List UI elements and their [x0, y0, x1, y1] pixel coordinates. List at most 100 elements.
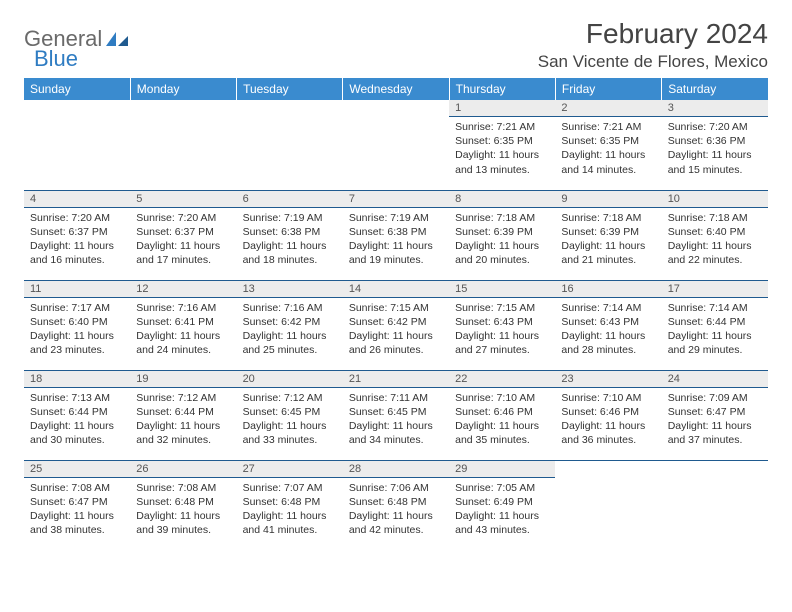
calendar-week: 4Sunrise: 7:20 AMSunset: 6:37 PMDaylight… — [24, 190, 768, 280]
day-info: Sunrise: 7:12 AMSunset: 6:45 PMDaylight:… — [237, 388, 343, 451]
calendar-cell: 29Sunrise: 7:05 AMSunset: 6:49 PMDayligh… — [449, 460, 555, 550]
daylight-line-1: Daylight: 11 hours — [561, 148, 655, 162]
day-header: Tuesday — [237, 78, 343, 100]
sunrise-line: Sunrise: 7:15 AM — [455, 301, 549, 315]
day-info: Sunrise: 7:06 AMSunset: 6:48 PMDaylight:… — [343, 478, 449, 541]
day-info: Sunrise: 7:16 AMSunset: 6:41 PMDaylight:… — [130, 298, 236, 361]
sunrise-line: Sunrise: 7:11 AM — [349, 391, 443, 405]
title-block: February 2024 San Vicente de Flores, Mex… — [538, 18, 768, 72]
daylight-line-2: and 16 minutes. — [30, 253, 124, 267]
day-info: Sunrise: 7:20 AMSunset: 6:37 PMDaylight:… — [24, 208, 130, 271]
calendar-week: ........1Sunrise: 7:21 AMSunset: 6:35 PM… — [24, 100, 768, 190]
sunset-line: Sunset: 6:45 PM — [349, 405, 443, 419]
day-number: 9 — [555, 191, 661, 208]
day-info: Sunrise: 7:05 AMSunset: 6:49 PMDaylight:… — [449, 478, 555, 541]
sunset-line: Sunset: 6:43 PM — [455, 315, 549, 329]
daylight-line-1: Daylight: 11 hours — [455, 419, 549, 433]
sunset-line: Sunset: 6:47 PM — [30, 495, 124, 509]
daylight-line-1: Daylight: 11 hours — [243, 329, 337, 343]
daylight-line-1: Daylight: 11 hours — [136, 239, 230, 253]
sunset-line: Sunset: 6:44 PM — [668, 315, 762, 329]
daylight-line-2: and 23 minutes. — [30, 343, 124, 357]
daylight-line-2: and 41 minutes. — [243, 523, 337, 537]
daylight-line-2: and 33 minutes. — [243, 433, 337, 447]
calendar-cell: 18Sunrise: 7:13 AMSunset: 6:44 PMDayligh… — [24, 370, 130, 460]
sunrise-line: Sunrise: 7:14 AM — [561, 301, 655, 315]
calendar-cell: 26Sunrise: 7:08 AMSunset: 6:48 PMDayligh… — [130, 460, 236, 550]
daylight-line-1: Daylight: 11 hours — [455, 509, 549, 523]
day-info: Sunrise: 7:12 AMSunset: 6:44 PMDaylight:… — [130, 388, 236, 451]
day-info: Sunrise: 7:19 AMSunset: 6:38 PMDaylight:… — [237, 208, 343, 271]
daylight-line-2: and 17 minutes. — [136, 253, 230, 267]
daylight-line-2: and 37 minutes. — [668, 433, 762, 447]
sunrise-line: Sunrise: 7:12 AM — [136, 391, 230, 405]
sunrise-line: Sunrise: 7:08 AM — [30, 481, 124, 495]
day-info: Sunrise: 7:15 AMSunset: 6:43 PMDaylight:… — [449, 298, 555, 361]
calendar-cell: 20Sunrise: 7:12 AMSunset: 6:45 PMDayligh… — [237, 370, 343, 460]
calendar-cell: 2Sunrise: 7:21 AMSunset: 6:35 PMDaylight… — [555, 100, 661, 190]
sunset-line: Sunset: 6:45 PM — [243, 405, 337, 419]
sunrise-line: Sunrise: 7:19 AM — [243, 211, 337, 225]
sunrise-line: Sunrise: 7:20 AM — [136, 211, 230, 225]
daylight-line-1: Daylight: 11 hours — [349, 509, 443, 523]
daylight-line-1: Daylight: 11 hours — [668, 239, 762, 253]
sunset-line: Sunset: 6:41 PM — [136, 315, 230, 329]
calendar-cell: .. — [237, 100, 343, 190]
daylight-line-1: Daylight: 11 hours — [561, 239, 655, 253]
logo-sails-icon — [104, 30, 130, 48]
sunset-line: Sunset: 6:37 PM — [136, 225, 230, 239]
sunrise-line: Sunrise: 7:13 AM — [30, 391, 124, 405]
calendar-cell: 19Sunrise: 7:12 AMSunset: 6:44 PMDayligh… — [130, 370, 236, 460]
daylight-line-1: Daylight: 11 hours — [349, 329, 443, 343]
daylight-line-1: Daylight: 11 hours — [136, 419, 230, 433]
daylight-line-2: and 24 minutes. — [136, 343, 230, 357]
daylight-line-2: and 32 minutes. — [136, 433, 230, 447]
daylight-line-2: and 19 minutes. — [349, 253, 443, 267]
day-info: Sunrise: 7:20 AMSunset: 6:37 PMDaylight:… — [130, 208, 236, 271]
logo-text-2: Blue — [34, 46, 78, 72]
calendar-cell: 4Sunrise: 7:20 AMSunset: 6:37 PMDaylight… — [24, 190, 130, 280]
sunset-line: Sunset: 6:48 PM — [243, 495, 337, 509]
sunrise-line: Sunrise: 7:07 AM — [243, 481, 337, 495]
daylight-line-2: and 35 minutes. — [455, 433, 549, 447]
daylight-line-2: and 22 minutes. — [668, 253, 762, 267]
day-info: Sunrise: 7:08 AMSunset: 6:47 PMDaylight:… — [24, 478, 130, 541]
daylight-line-1: Daylight: 11 hours — [30, 239, 124, 253]
day-info: Sunrise: 7:20 AMSunset: 6:36 PMDaylight:… — [662, 117, 768, 180]
sunrise-line: Sunrise: 7:18 AM — [455, 211, 549, 225]
day-info: Sunrise: 7:18 AMSunset: 6:39 PMDaylight:… — [449, 208, 555, 271]
daylight-line-1: Daylight: 11 hours — [668, 419, 762, 433]
day-header: Monday — [130, 78, 236, 100]
day-info: Sunrise: 7:13 AMSunset: 6:44 PMDaylight:… — [24, 388, 130, 451]
day-number: 3 — [662, 100, 768, 117]
day-number: 12 — [130, 281, 236, 298]
sunset-line: Sunset: 6:48 PM — [136, 495, 230, 509]
calendar-cell: .. — [343, 100, 449, 190]
calendar-cell: 3Sunrise: 7:20 AMSunset: 6:36 PMDaylight… — [662, 100, 768, 190]
daylight-line-1: Daylight: 11 hours — [668, 329, 762, 343]
sunrise-line: Sunrise: 7:05 AM — [455, 481, 549, 495]
sunrise-line: Sunrise: 7:18 AM — [561, 211, 655, 225]
day-info: Sunrise: 7:18 AMSunset: 6:40 PMDaylight:… — [662, 208, 768, 271]
sunset-line: Sunset: 6:47 PM — [668, 405, 762, 419]
daylight-line-1: Daylight: 11 hours — [561, 419, 655, 433]
daylight-line-2: and 27 minutes. — [455, 343, 549, 357]
sunrise-line: Sunrise: 7:18 AM — [668, 211, 762, 225]
daylight-line-2: and 20 minutes. — [455, 253, 549, 267]
daylight-line-1: Daylight: 11 hours — [243, 509, 337, 523]
sunset-line: Sunset: 6:44 PM — [136, 405, 230, 419]
sunrise-line: Sunrise: 7:12 AM — [243, 391, 337, 405]
daylight-line-1: Daylight: 11 hours — [30, 329, 124, 343]
day-number: 25 — [24, 461, 130, 478]
sunrise-line: Sunrise: 7:16 AM — [136, 301, 230, 315]
daylight-line-1: Daylight: 11 hours — [30, 509, 124, 523]
calendar-cell: .. — [130, 100, 236, 190]
day-number: 2 — [555, 100, 661, 117]
day-header: Saturday — [662, 78, 768, 100]
daylight-line-1: Daylight: 11 hours — [561, 329, 655, 343]
calendar-cell: 22Sunrise: 7:10 AMSunset: 6:46 PMDayligh… — [449, 370, 555, 460]
calendar-cell: 5Sunrise: 7:20 AMSunset: 6:37 PMDaylight… — [130, 190, 236, 280]
daylight-line-1: Daylight: 11 hours — [243, 239, 337, 253]
day-number: 7 — [343, 191, 449, 208]
daylight-line-2: and 39 minutes. — [136, 523, 230, 537]
